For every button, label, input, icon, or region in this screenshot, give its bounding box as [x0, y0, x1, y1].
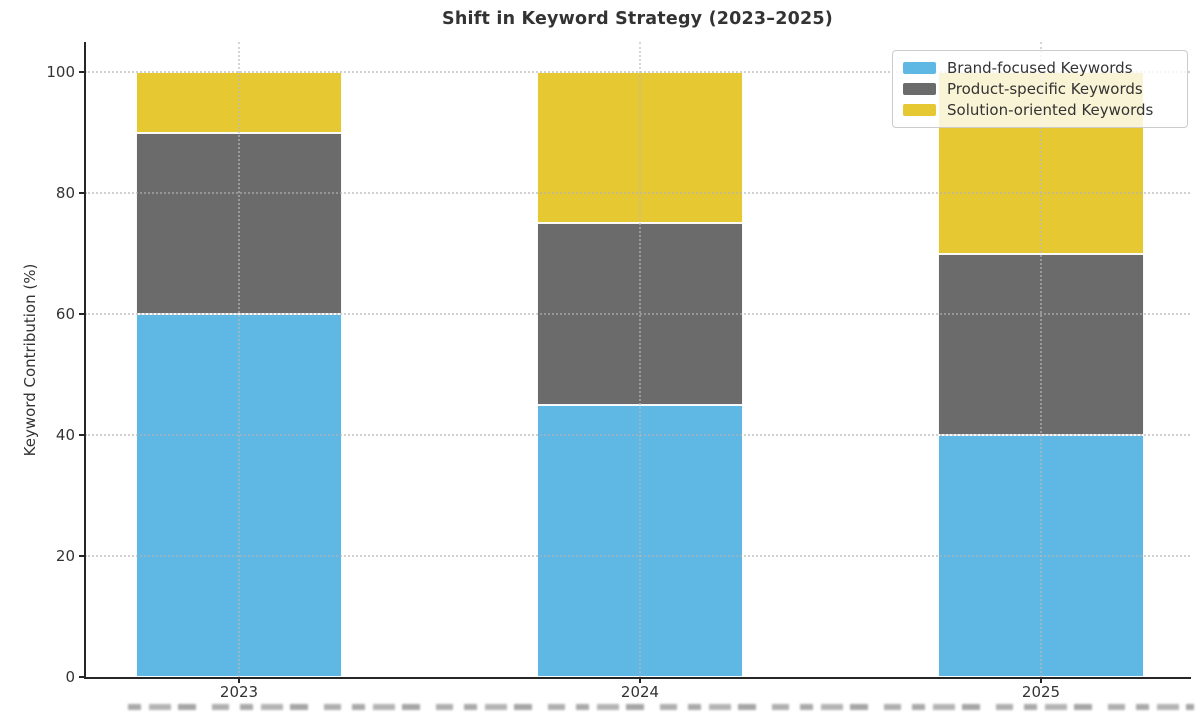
clipped-caption-strip	[128, 704, 1194, 710]
y-tick-label: 20	[55, 547, 75, 566]
grid-line-h	[85, 434, 1190, 437]
legend-row: Solution-oriented Keywords	[903, 101, 1177, 119]
legend-row: Brand-focused Keywords	[903, 59, 1177, 77]
legend: Brand-focused Keywords Product-specific K…	[892, 50, 1188, 128]
x-tick-label: 2025	[1021, 683, 1061, 701]
grid-line-v	[639, 42, 641, 677]
y-tick-mark	[79, 192, 85, 194]
x-tick-label: 2024	[620, 683, 660, 701]
y-tick-label: 40	[55, 426, 75, 445]
y-tick-mark	[79, 676, 85, 678]
y-tick-label: 60	[55, 305, 75, 324]
y-tick-mark	[79, 434, 85, 436]
legend-label: Solution-oriented Keywords	[947, 101, 1154, 120]
y-tick-label: 100	[46, 63, 75, 82]
legend-swatch-icon	[903, 104, 936, 117]
y-tick-mark	[79, 555, 85, 557]
x-tick-label: 2023	[219, 683, 259, 701]
y-tick-label: 0	[65, 668, 75, 686]
x-tick-mark	[639, 678, 641, 683]
grid-line-h	[85, 555, 1190, 558]
x-tick-mark	[1040, 678, 1042, 683]
x-axis-spine	[84, 677, 1191, 679]
grid-line-v	[1040, 42, 1042, 677]
legend-label: Brand-focused Keywords	[947, 58, 1133, 77]
y-tick-mark	[79, 313, 85, 315]
x-tick-mark	[238, 678, 240, 683]
chart-title: Shift in Keyword Strategy (2023–2025)	[442, 9, 833, 29]
legend-swatch-icon	[903, 61, 936, 74]
y-axis-spine	[84, 42, 86, 679]
legend-label: Product-specific Keywords	[947, 79, 1143, 98]
grid-line-v	[238, 42, 240, 677]
legend-row: Product-specific Keywords	[903, 80, 1177, 98]
y-tick-mark	[79, 71, 85, 74]
y-tick-label: 80	[55, 184, 75, 203]
grid-line-h	[85, 71, 1190, 74]
grid-line-h	[85, 313, 1190, 316]
grid-line-h	[85, 192, 1190, 195]
legend-swatch-icon	[903, 82, 936, 95]
